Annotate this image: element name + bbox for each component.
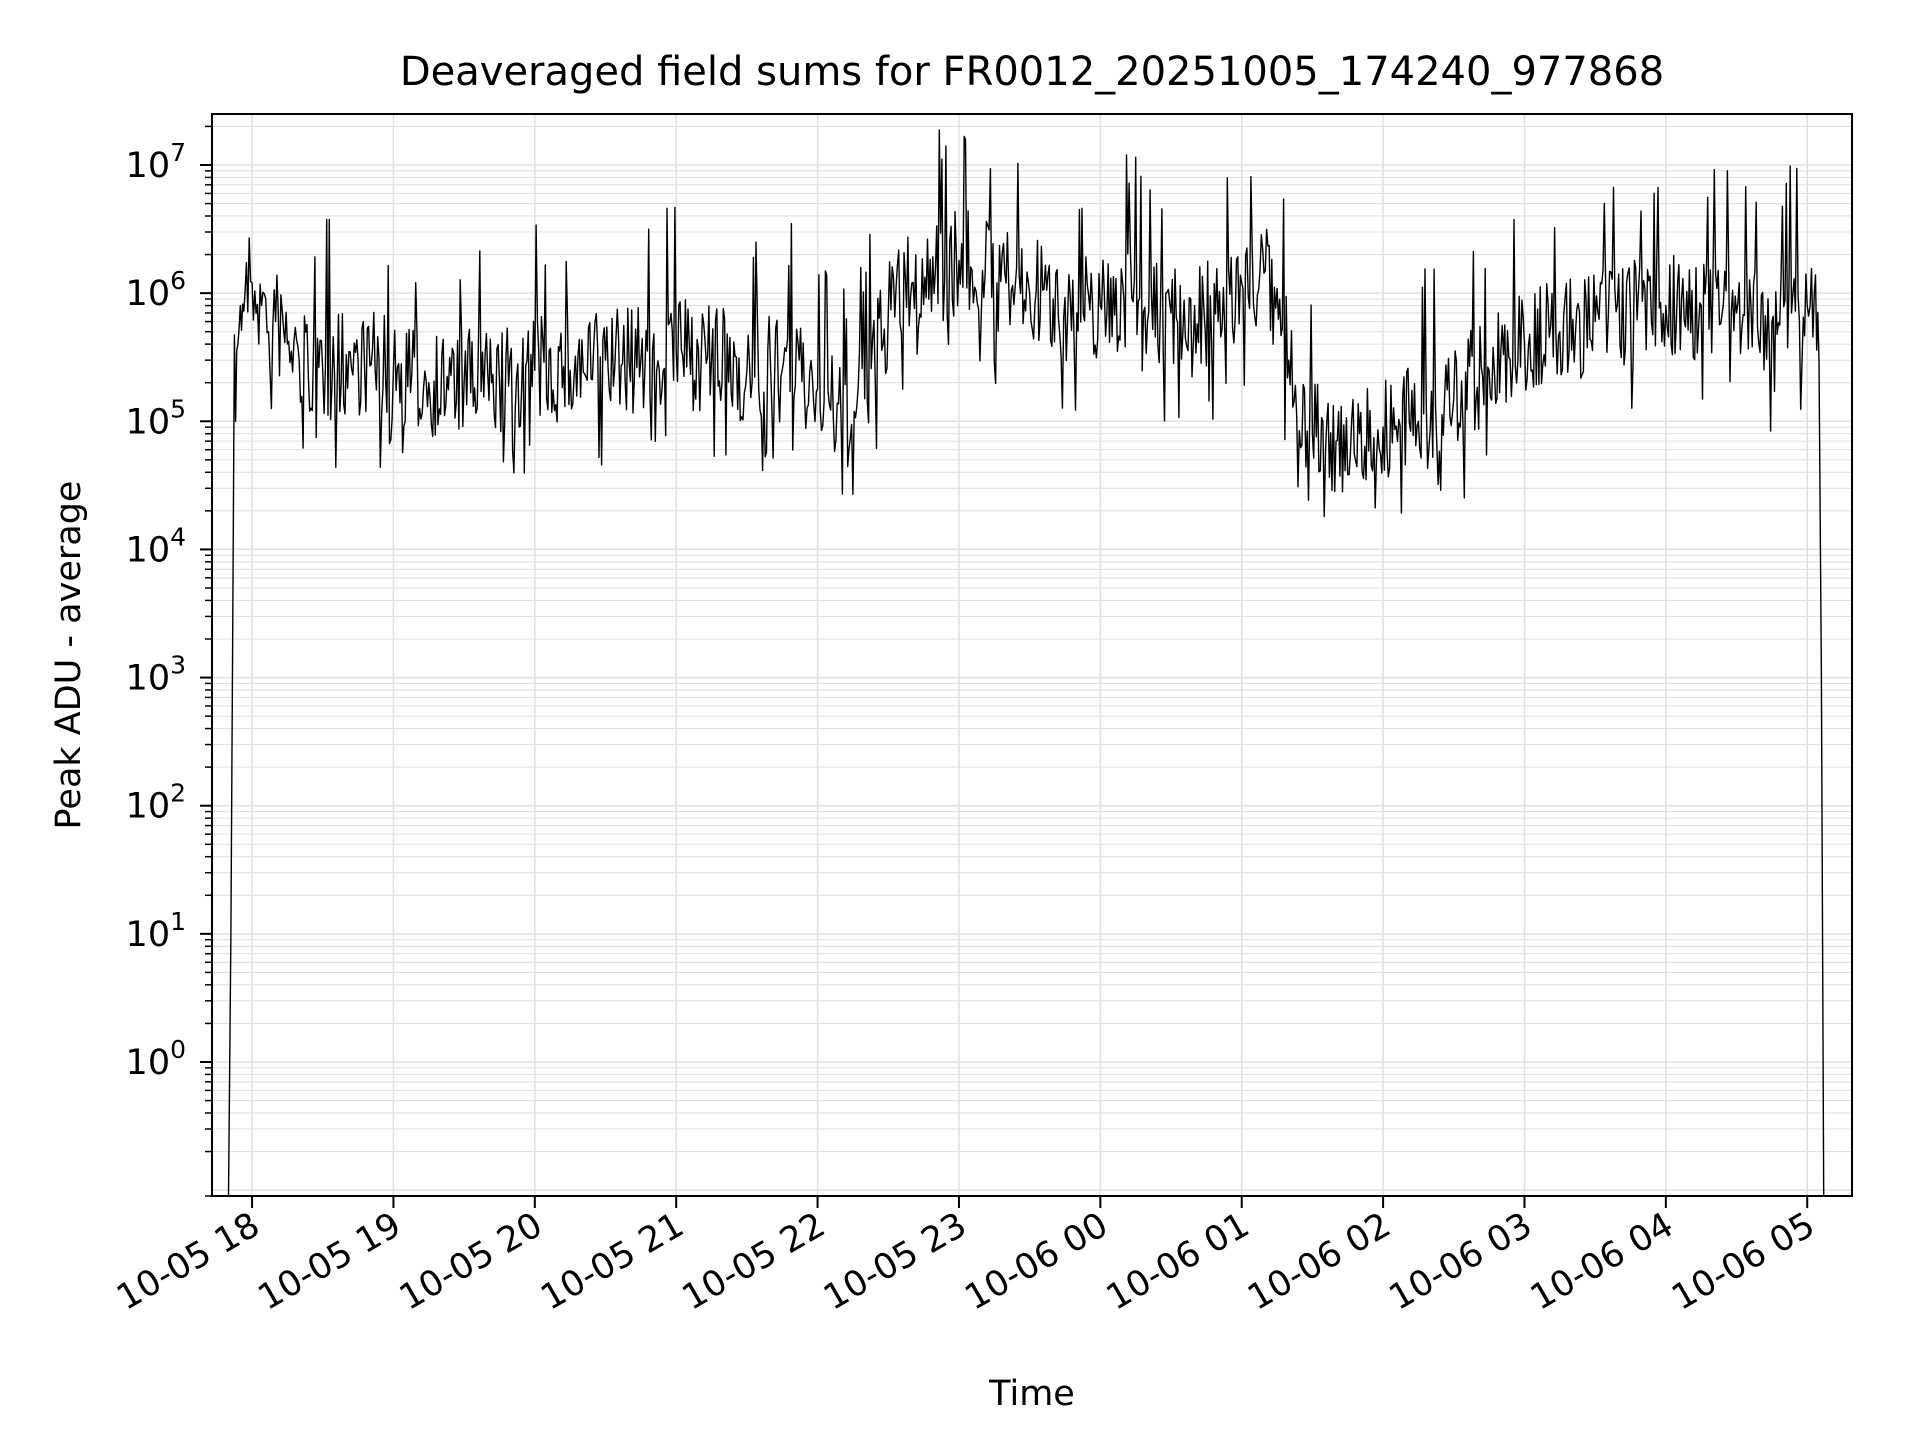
x-tick-label: 10-06 00	[959, 1205, 1115, 1318]
y-tick-label: 101	[126, 907, 186, 955]
x-tick-label: 10-05 23	[817, 1205, 973, 1318]
chart-title: Deaveraged field sums for FR0012_2025100…	[400, 49, 1664, 95]
x-tick-label: 10-06 01	[1100, 1205, 1256, 1318]
x-tick-label: 10-06 04	[1524, 1205, 1680, 1318]
x-tick-label: 10-06 02	[1241, 1205, 1397, 1318]
x-axis-label: Time	[988, 1374, 1075, 1414]
y-tick-label: 100	[126, 1035, 186, 1083]
y-tick-label: 103	[126, 651, 186, 699]
y-tick-label: 106	[126, 266, 186, 314]
x-tick-label: 10-05 20	[393, 1205, 549, 1318]
y-tick-label: 102	[126, 779, 186, 827]
plot-frame	[211, 113, 1853, 1197]
x-tick-label: 10-05 21	[534, 1205, 690, 1318]
y-tick-label: 104	[126, 522, 186, 570]
x-tick-label: 10-06 05	[1665, 1205, 1821, 1318]
x-tick-label: 10-06 03	[1383, 1205, 1539, 1318]
y-tick-label: 107	[126, 138, 186, 186]
series-line	[227, 129, 1825, 1197]
x-tick-label: 10-05 19	[252, 1205, 408, 1318]
y-axis: 100 101 102 103 104 105 106 107	[126, 125, 212, 1197]
x-tick-label: 10-05 18	[110, 1205, 266, 1318]
x-tick-label: 10-05 22	[676, 1205, 832, 1318]
y-axis-label: Peak ADU - average	[49, 481, 89, 830]
y-tick-label: 105	[126, 394, 186, 442]
